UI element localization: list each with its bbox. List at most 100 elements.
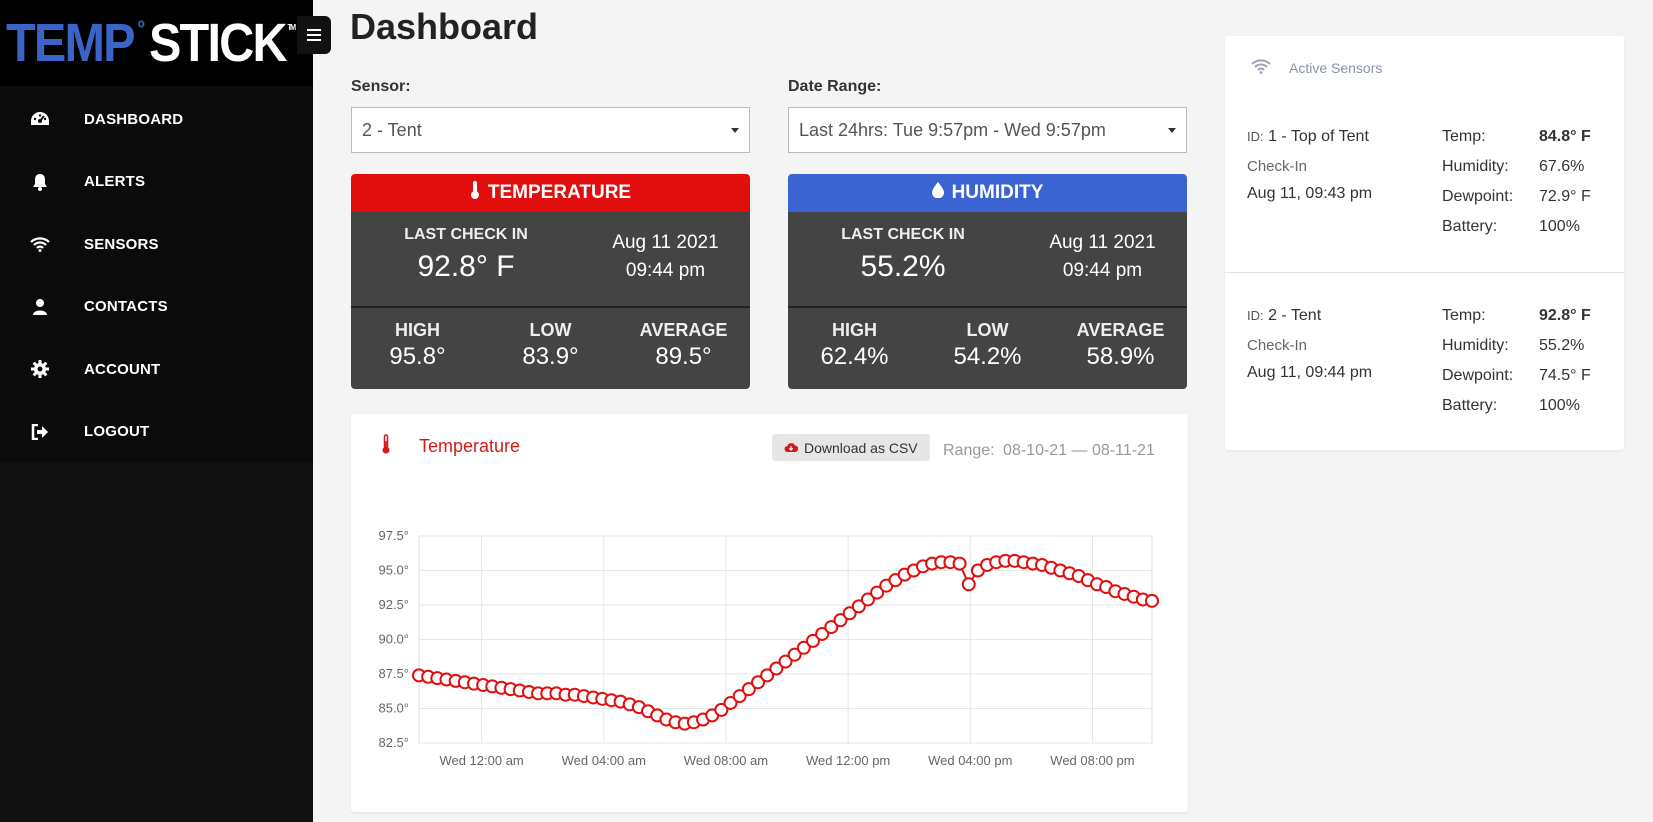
thermometer-icon [381, 434, 391, 459]
average-label: AVERAGE [639, 320, 728, 340]
temperature-card: TEMPERATURE LAST CHECK IN 92.8° F Aug 11… [351, 174, 750, 389]
temp-value: 84.8° F [1539, 128, 1591, 145]
low-label: LOW [966, 320, 1009, 340]
hamburger-icon [307, 25, 321, 46]
humidity-card-body: LAST CHECK IN 55.2% Aug 11 2021 09:44 pm… [788, 212, 1187, 389]
sensor-select[interactable]: 2 - Tent [351, 107, 750, 153]
y-tick-label: 95.0° [378, 563, 409, 578]
temperature-data-point [851, 599, 866, 614]
low-label: LOW [529, 320, 572, 340]
sidebar-item-account[interactable]: ACCOUNT [0, 338, 313, 401]
humidity-last-value: 55.2% [860, 250, 946, 283]
thermometer-icon [470, 181, 480, 205]
humidity-last-time: 09:44 pm [1062, 260, 1143, 281]
temperature-data-point [796, 640, 811, 655]
temp-label: Temp: [1442, 128, 1486, 145]
temperature-data-point [1145, 593, 1159, 608]
sidebar-item-alerts[interactable]: ALERTS [0, 151, 313, 214]
humidity-card: HUMIDITY LAST CHECK IN 55.2% Aug 11 2021… [788, 174, 1187, 389]
sidebar-item-contacts[interactable]: CONTACTS [0, 276, 313, 339]
humidity-label: Humidity: [1442, 337, 1509, 354]
temperature-data-point [741, 682, 756, 697]
sensor-select-value: 2 - Tent [362, 119, 422, 140]
temp-stick-logo[interactable]: TEMP ° STICK TM [6, 13, 297, 73]
sensor-id-prefix: ID: [1247, 308, 1264, 323]
temp-value: 92.8° F [1539, 307, 1591, 324]
chart-range: Range: 08-10-21 — 08-11-21 [943, 442, 1155, 460]
temperature-card-body: LAST CHECK IN 92.8° F Aug 11 2021 09:44 … [351, 212, 750, 389]
sidebar-item-label: ACCOUNT [84, 360, 161, 378]
sidebar-item-label: LOGOUT [84, 423, 150, 441]
range-value: 08-10-21 — 08-11-21 [1003, 442, 1155, 459]
page-title: Dashboard [350, 6, 539, 47]
download-csv-button[interactable]: Download as CSV [772, 434, 930, 461]
last-check-in-label: LAST CHECK IN [841, 226, 965, 243]
logo-temp-text: TEMP [6, 13, 136, 73]
battery-label: Battery: [1442, 218, 1498, 235]
humidity-card-title: HUMIDITY [951, 182, 1044, 203]
humidity-average-value: 58.9% [1086, 343, 1155, 370]
chart-title: Temperature [419, 436, 521, 456]
dewpoint-label: Dewpoint: [1442, 367, 1514, 384]
temperature-last-value: 92.8° F [417, 250, 515, 283]
y-tick-label: 82.5° [378, 735, 409, 750]
sensor-entry[interactable]: ID: 2 - Tent Check-In Aug 11, 09:44 pm T… [1225, 272, 1624, 450]
temperature-line-chart: 97.5° 95.0° 92.5° 90.0° 87.5° 85.0° 82.5° Wed 1… [378, 528, 1159, 768]
humidity-high-value: 62.4% [820, 343, 889, 370]
temperature-last-time: 09:44 pm [625, 260, 706, 281]
temperature-low-value: 83.9° [522, 343, 579, 370]
sidebar-item-label: DASHBOARD [84, 110, 184, 128]
battery-label: Battery: [1442, 397, 1498, 414]
last-check-in-label: LAST CHECK IN [404, 226, 528, 243]
temperature-data-point [751, 675, 766, 690]
date-range-select-value: Last 24hrs: Tue 9:57pm - Wed 9:57pm [799, 119, 1106, 140]
x-tick-label: Wed 08:00 pm [1050, 753, 1134, 768]
temperature-data-point [714, 702, 729, 717]
dewpoint-label: Dewpoint: [1442, 188, 1514, 205]
chevron-down-icon [731, 127, 739, 133]
x-tick-label: Wed 12:00 pm [806, 753, 890, 768]
high-label: HIGH [832, 320, 877, 340]
wifi-icon [28, 232, 52, 256]
high-label: HIGH [395, 320, 440, 340]
sidebar-item-logout[interactable]: LOGOUT [0, 401, 313, 464]
temperature-data-point [824, 620, 839, 635]
temperature-data-point [769, 661, 784, 676]
check-in-label: Check-In [1247, 337, 1308, 354]
temperature-data-point [723, 695, 738, 710]
temperature-data-point [815, 626, 830, 641]
date-range-select[interactable]: Last 24hrs: Tue 9:57pm - Wed 9:57pm [788, 107, 1187, 153]
sidebar-item-dashboard[interactable]: DASHBOARD [0, 88, 313, 151]
gear-icon [28, 357, 52, 381]
check-in-label: Check-In [1247, 158, 1308, 175]
average-label: AVERAGE [1076, 320, 1165, 340]
date-range-label: Date Range: [788, 78, 882, 95]
y-tick-label: 92.5° [378, 597, 409, 612]
y-tick-label: 97.5° [378, 528, 409, 543]
temperature-last-date: Aug 11 2021 [612, 232, 719, 253]
chevron-down-icon [1168, 127, 1176, 133]
dewpoint-value: 74.5° F [1539, 367, 1591, 384]
logout-icon [28, 420, 52, 444]
cloud-download-icon [784, 440, 799, 456]
temperature-data-point [732, 689, 747, 704]
temperature-data-point [787, 647, 802, 662]
temperature-data-point [870, 585, 885, 600]
menu-toggle-button[interactable] [297, 16, 331, 54]
logo-tm-text: TM [287, 23, 297, 32]
x-tick-label: Wed 04:00 pm [928, 753, 1012, 768]
sensor-entry[interactable]: ID: 1 - Top of Tent Check-In Aug 11, 09:… [1225, 128, 1624, 306]
y-tick-label: 90.0° [378, 632, 409, 647]
temperature-data-point [778, 654, 793, 669]
temperature-data-point [842, 606, 857, 621]
battery-value: 100% [1539, 397, 1580, 414]
x-tick-label: Wed 08:00 am [684, 753, 768, 768]
temperature-card-title: TEMPERATURE [487, 182, 632, 203]
temp-label: Temp: [1442, 307, 1486, 324]
sidebar-item-sensors[interactable]: SENSORS [0, 213, 313, 276]
temperature-series-line [418, 559, 1153, 725]
temperature-data-point [833, 613, 848, 628]
humidity-last-date: Aug 11 2021 [1049, 232, 1156, 253]
check-in-value: Aug 11, 09:44 pm [1247, 364, 1373, 381]
temperature-card-header: TEMPERATURE [351, 174, 750, 212]
